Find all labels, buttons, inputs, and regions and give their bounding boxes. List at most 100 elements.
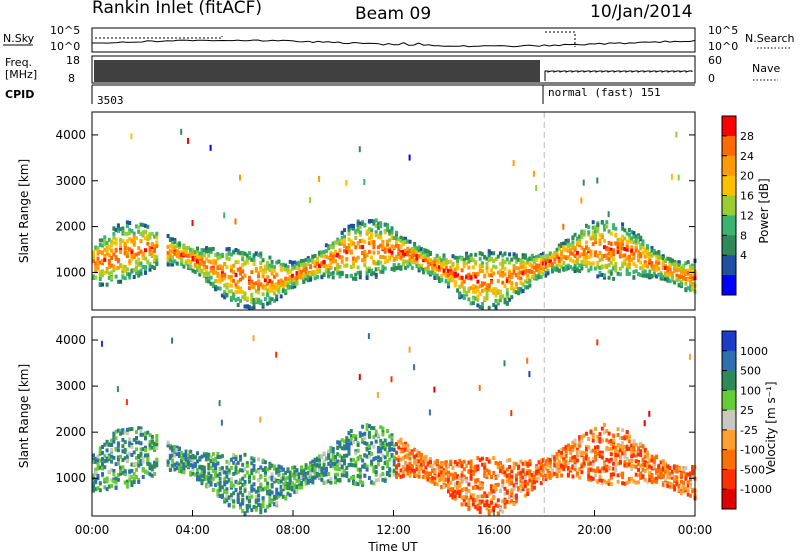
echo-cell: [107, 244, 111, 249]
echo-cell: [306, 465, 310, 470]
echo-cell: [476, 456, 480, 461]
echo-cell: [435, 273, 439, 278]
echo-cell: [92, 488, 95, 493]
echo-cell: [139, 232, 143, 236]
echo-cell: [125, 458, 129, 462]
echo-cell: [363, 254, 367, 259]
echo-cell: [168, 456, 172, 461]
echo-cell: [207, 462, 211, 467]
echo-cell: [539, 265, 543, 270]
echo-cell: [229, 268, 233, 273]
echo-cell: [379, 449, 383, 454]
echo-cell: [621, 451, 625, 456]
echo-cell: [458, 284, 462, 289]
echo-cell: [609, 472, 613, 477]
echo-cell: [234, 282, 238, 287]
echo-cell: [428, 457, 432, 462]
echo-cell: [528, 278, 532, 283]
echo-cell: [295, 478, 299, 483]
echo-cell: [98, 450, 102, 454]
echo-cell: [526, 260, 530, 265]
echo-cell: [526, 471, 530, 475]
echo-cell: [449, 461, 453, 466]
echo-cell: [555, 455, 559, 460]
echo-cell: [582, 256, 586, 261]
echo-cell: [234, 479, 238, 484]
echo-cell: [125, 254, 129, 259]
echo-cell: [313, 260, 317, 265]
echo-cell: [112, 268, 116, 273]
power-ylabel: Slant Range [km]: [17, 159, 31, 263]
echo-cell: [555, 267, 559, 272]
echo-cell: [585, 240, 588, 245]
echo-cell: [352, 256, 355, 261]
echo-cell: [334, 462, 337, 467]
echo-cell: [689, 287, 692, 292]
echo-cell: [315, 275, 319, 279]
echo-cell: [365, 253, 369, 257]
echo-cell: [390, 376, 393, 383]
echo-cell: [514, 462, 518, 467]
echo-cell: [632, 234, 636, 239]
echo-cell: [582, 259, 586, 264]
echo-cell: [449, 271, 453, 276]
echo-cell: [225, 265, 229, 270]
echo-cell: [471, 258, 475, 263]
echo-cell: [202, 271, 206, 276]
echo-cell: [193, 455, 197, 460]
echo-cell: [379, 441, 383, 446]
echo-cell: [512, 461, 516, 466]
echo-cell: [374, 275, 378, 279]
echo-cell: [137, 225, 141, 230]
echo-cell: [324, 269, 328, 274]
echo-cell: [596, 434, 600, 439]
echo-cell: [116, 223, 120, 228]
echo-cell: [107, 469, 111, 474]
echo-cell: [211, 281, 215, 286]
echo-cell: [585, 260, 588, 265]
echo-cell: [449, 487, 453, 492]
echo-cell: [532, 485, 536, 490]
echo-cell: [639, 252, 643, 257]
echo-cell: [250, 306, 254, 311]
echo-cell: [462, 502, 466, 507]
echo-cell: [336, 440, 340, 445]
echo-cell: [254, 494, 258, 499]
echo-cell: [306, 470, 310, 475]
echo-cell: [573, 458, 577, 463]
echo-cell: [408, 461, 412, 466]
echo-cell: [245, 495, 249, 500]
echo-cell: [239, 289, 242, 294]
echo-cell: [523, 476, 527, 480]
echo-cell: [532, 255, 536, 260]
echo-cell: [291, 273, 294, 278]
echo-cell: [646, 479, 649, 484]
echo-cell: [627, 232, 631, 237]
echo-cell: [372, 219, 376, 224]
echo-cell: [248, 255, 251, 260]
echo-cell: [686, 277, 690, 282]
echo-cell: [589, 266, 593, 271]
echo-cell: [358, 245, 362, 250]
echo-cell: [209, 268, 213, 273]
echo-cell: [428, 471, 432, 476]
echo-cell: [537, 476, 541, 481]
echo-cell: [263, 467, 267, 472]
echo-cell: [580, 235, 584, 240]
echo-cell: [144, 267, 147, 272]
echo-cell: [422, 250, 426, 255]
echo-cell: [320, 250, 324, 255]
echo-cell: [623, 463, 627, 468]
echo-cell: [135, 462, 138, 467]
echo-cell: [153, 246, 157, 251]
echo-cell: [295, 484, 299, 489]
echo-cell: [664, 466, 668, 471]
echo-cell: [462, 264, 466, 269]
echo-cell: [607, 256, 611, 261]
echo-cell: [655, 263, 659, 268]
echo-cell: [444, 467, 448, 472]
echo-cell: [166, 256, 170, 261]
echo-cell: [173, 247, 177, 252]
echo-cell: [492, 505, 496, 510]
echo-cell: [277, 464, 281, 469]
